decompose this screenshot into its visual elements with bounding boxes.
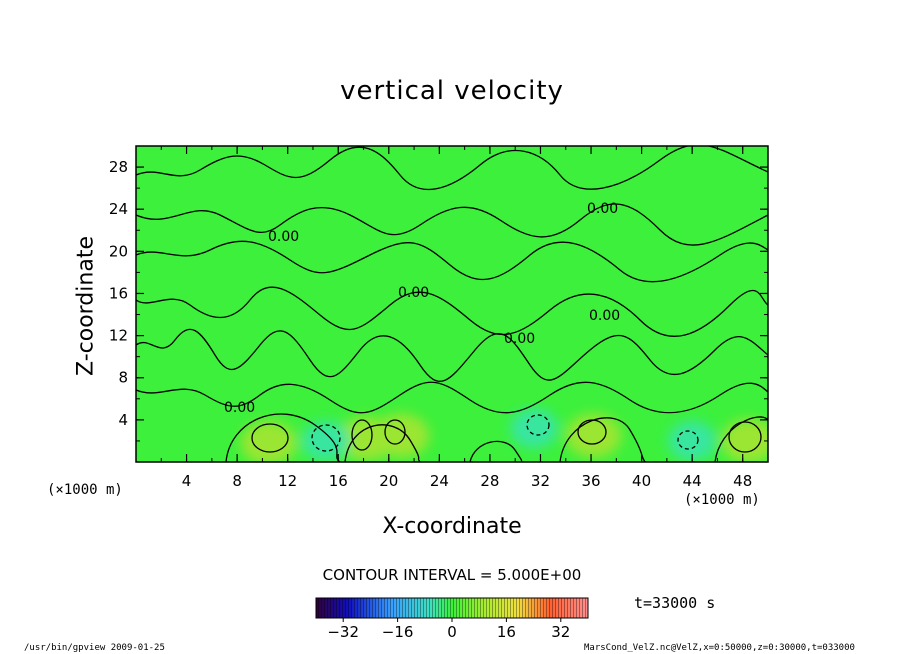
contour-label: 0.00: [587, 201, 618, 217]
x-tick-label: 12: [278, 472, 297, 490]
contour-label: 0.00: [504, 331, 535, 347]
contour-line: [384, 419, 406, 445]
y-tick-label: 12: [109, 327, 128, 345]
contour-line: [351, 419, 373, 451]
negative-cell: [510, 408, 559, 449]
negative-cell: [668, 420, 717, 461]
field-background: [136, 146, 768, 462]
y-tick-label: 8: [118, 369, 128, 387]
x-tick-label: 24: [430, 472, 449, 490]
x-unit-right: (×1000 m): [684, 492, 760, 508]
x-tick-label: 16: [329, 472, 348, 490]
y-tick-label: 4: [118, 411, 128, 429]
x-axis-label: X-coordinate: [382, 514, 522, 539]
contour-label: 0.00: [398, 285, 429, 301]
colorbar-tick-label: −32: [327, 623, 359, 641]
contour-line: [714, 416, 768, 462]
colorbar-tick-label: 0: [447, 623, 457, 641]
footer-left: /usr/bin/gpview 2009-01-25: [24, 643, 165, 653]
colorbar-stripes: [316, 598, 588, 618]
time-label: t=33000 s: [634, 594, 716, 612]
contour-line: [728, 421, 762, 453]
contour-interval: CONTOUR INTERVAL = 5.000E+00: [322, 566, 582, 584]
contour-line: [136, 146, 768, 191]
contour-line: [136, 203, 768, 246]
contour-line: [344, 424, 421, 462]
chart-title: vertical velocity: [340, 76, 564, 106]
contour-line-dashed: [677, 430, 699, 450]
positive-cell: [373, 413, 430, 458]
x-unit-left: (×1000 m): [47, 482, 123, 498]
y-tick-label: 28: [109, 158, 128, 176]
contour-line-dashed: [311, 424, 341, 452]
contour-line: [136, 240, 768, 283]
x-tick-label: 36: [581, 472, 600, 490]
x-tick-label: 20: [379, 472, 398, 490]
y-tick-label: 24: [109, 200, 128, 218]
colorbar-tick-label: 32: [551, 623, 570, 641]
contour-label: 0.00: [224, 400, 255, 416]
contour-line: [469, 440, 523, 462]
plot-frame: [135, 145, 769, 463]
x-tick-label: 40: [632, 472, 651, 490]
x-tick-label: 28: [480, 472, 499, 490]
contour-line: [577, 419, 607, 445]
footer-right: MarsCond_VelZ.nc@VelZ,x=0:50000,z=0:3000…: [584, 643, 855, 653]
contour-line: [225, 413, 341, 462]
contour-label: 0.00: [589, 308, 620, 324]
negative-cell: [301, 420, 350, 461]
x-tick-label: 8: [232, 472, 242, 490]
contour-line-dashed: [526, 414, 550, 436]
colorbar-tick-label: 16: [497, 623, 516, 641]
contour-line: [136, 286, 768, 337]
y-axis-label: Z-coordinate: [73, 236, 99, 376]
x-tick-label: 4: [182, 472, 192, 490]
x-tick-label: 32: [531, 472, 550, 490]
x-tick-label: 48: [733, 472, 752, 490]
contour-line: [251, 423, 289, 453]
contour-line: [136, 381, 768, 414]
contour-line: [136, 328, 768, 382]
colorbar-tick-label: −16: [382, 623, 414, 641]
y-tick-label: 20: [109, 242, 128, 260]
contour-label: 0.00: [268, 229, 299, 245]
positive-cell: [240, 421, 297, 462]
positive-cell: [565, 413, 622, 458]
x-tick-label: 44: [683, 472, 702, 490]
y-tick-label: 16: [109, 284, 128, 302]
